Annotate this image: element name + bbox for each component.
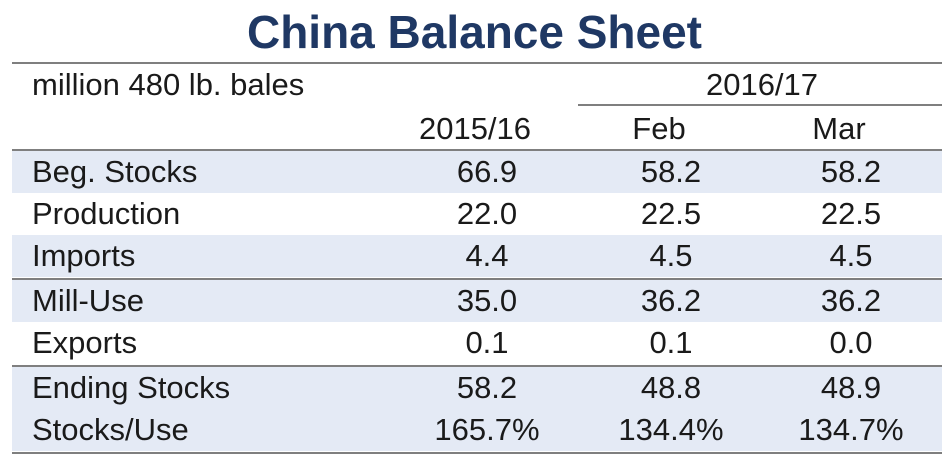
table-row: Exports 0.1 0.1 0.0 [12, 322, 942, 364]
table-cell: 36.2 [640, 283, 702, 318]
group-header-rule [578, 104, 942, 106]
table-cell: 58.2 [820, 154, 882, 189]
bottom-rule [12, 452, 942, 454]
table-cell: 48.9 [820, 370, 882, 405]
units-label: million 480 lb. bales [32, 67, 305, 102]
table-cell: 4.4 [465, 238, 509, 273]
table-row: Stocks/Use 165.7% 134.4% 134.7% [12, 409, 942, 451]
table-cell: 22.5 [820, 196, 882, 231]
row-label: Ending Stocks [32, 370, 231, 405]
table-cell: 48.8 [640, 370, 702, 405]
table-row: Mill-Use 35.0 36.2 36.2 [12, 280, 942, 322]
table-cell: 22.0 [456, 196, 518, 231]
table-cell: 134.7% [798, 412, 904, 447]
column-header-2015-16: 2015/16 [418, 111, 532, 146]
table-row: Ending Stocks 58.2 48.8 48.9 [12, 367, 942, 409]
table-cell: 165.7% [434, 412, 540, 447]
table-cell: 0.0 [829, 325, 873, 360]
row-label: Mill-Use [32, 283, 144, 318]
row-label: Beg. Stocks [32, 154, 198, 189]
table-cell: 0.1 [649, 325, 693, 360]
table-row: Production 22.0 22.5 22.5 [12, 193, 942, 235]
table-cell: 0.1 [465, 325, 509, 360]
table-cell: 4.5 [649, 238, 693, 273]
row-label: Imports [32, 238, 136, 273]
header-rule [12, 149, 942, 151]
column-group-header: 2016/17 [705, 67, 819, 102]
column-header-feb: Feb [632, 111, 686, 146]
section-rule [12, 278, 942, 280]
table-cell: 58.2 [456, 370, 518, 405]
table-cell: 36.2 [820, 283, 882, 318]
table-cell: 66.9 [456, 154, 518, 189]
section-rule [12, 365, 942, 367]
table-cell: 35.0 [456, 283, 518, 318]
row-label: Production [32, 196, 181, 231]
table-cell: 134.4% [618, 412, 724, 447]
row-label: Stocks/Use [32, 412, 189, 447]
table-row: Beg. Stocks 66.9 58.2 58.2 [12, 151, 942, 193]
table-row: Imports 4.4 4.5 4.5 [12, 235, 942, 277]
table-cell: 4.5 [829, 238, 873, 273]
column-header-mar: Mar [812, 111, 866, 146]
row-label: Exports [32, 325, 138, 360]
table-cell: 58.2 [640, 154, 702, 189]
table-cell: 22.5 [640, 196, 702, 231]
table-title: China Balance Sheet [246, 6, 703, 58]
top-rule [12, 62, 942, 64]
